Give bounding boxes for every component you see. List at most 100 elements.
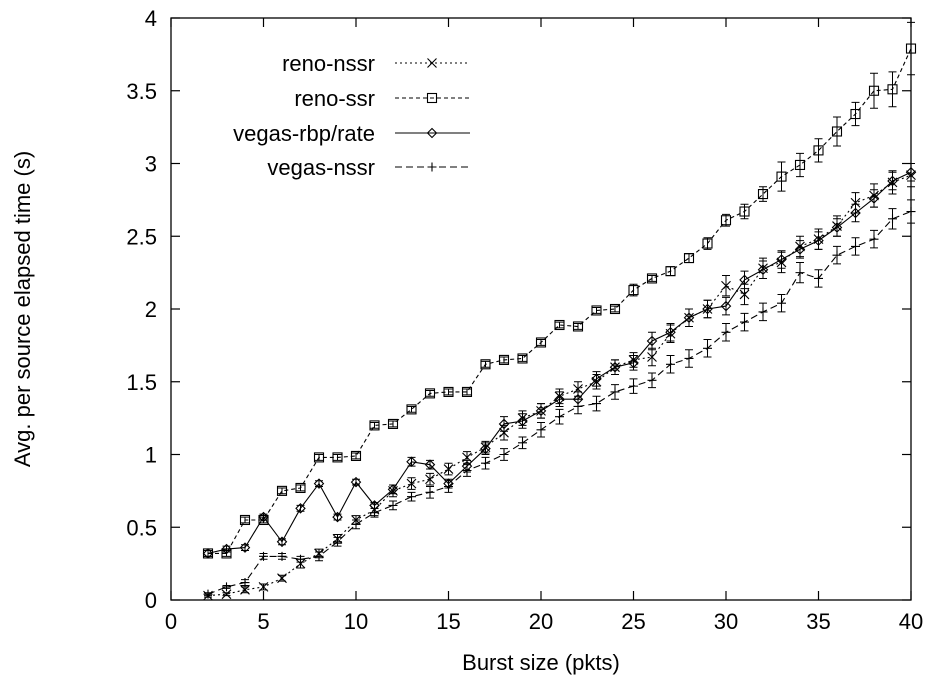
error-bar [666,266,675,277]
data-point [739,274,750,286]
x-tick-label: 15 [436,609,460,634]
error-bar [555,321,564,329]
data-point [647,375,657,385]
data-point [499,450,509,459]
data-point [776,254,787,265]
y-tick-label: 1.5 [126,370,157,395]
data-point [684,353,694,363]
series-vegas-nssr [203,199,916,599]
error-bar [888,171,897,191]
data-point [350,450,362,462]
error-bar [592,307,601,314]
plot-frame [170,17,912,601]
error-bar [241,544,249,552]
data-point [702,303,713,315]
data-point [480,443,491,454]
y-tick-label: 3.5 [126,79,157,104]
data-point [239,542,251,553]
error-bar [722,296,730,316]
data-point [831,126,843,137]
error-bar [740,203,749,220]
data-point [425,474,435,485]
y-axis-title: Avg. per source elapsed time (s) [10,151,35,467]
error-bar [666,323,675,342]
data-point [721,327,731,337]
data-point [369,420,380,431]
data-point [258,582,269,592]
y-tick-label: 0.5 [126,515,157,540]
data-point [757,189,769,200]
error-bar [907,163,915,182]
legend-label: reno-nssr [282,51,375,76]
error-bar [463,388,471,396]
data-point [906,207,916,217]
y-tick-label: 1 [145,443,157,468]
data-point [869,234,879,244]
data-point [609,361,621,373]
data-point [202,548,214,559]
data-point [831,222,843,233]
error-bar [777,250,786,269]
data-point [610,387,620,397]
data-point [259,551,268,561]
data-point [629,381,638,391]
y-axis-ticks: 0 0.5 1 1.5 2 2.5 3 3.5 4 [126,6,911,613]
data-point [887,175,898,187]
data-point [702,238,713,249]
data-point [333,537,342,547]
data-point [794,159,806,171]
data-point [721,280,731,291]
data-point [203,589,213,599]
error-bar [796,152,804,178]
data-point [517,415,528,427]
data-point [535,405,547,417]
data-point [850,207,861,219]
data-point [425,487,435,497]
data-point [777,298,786,308]
data-point [591,305,602,316]
data-point [444,482,453,492]
data-point [332,452,343,463]
x-tick-label: 40 [899,609,923,634]
error-bar [278,538,286,546]
y-tick-label: 4 [145,6,157,31]
error-bar [814,231,823,250]
data-point [351,519,361,529]
data-point [535,337,547,348]
error-bar [648,331,656,351]
error-bar [352,478,360,486]
data-point [240,584,250,595]
legend-label: reno-ssr [294,86,375,111]
y-tick-label: 2.5 [126,224,157,249]
legend-label: vegas-nssr [267,155,375,180]
error-bar [870,189,878,208]
data-point [554,393,565,405]
data-point [647,352,657,362]
data-point [427,58,437,68]
error-bar [814,138,823,163]
error-bar [389,420,397,428]
data-point [276,485,288,496]
error-bar [315,480,323,488]
y-tick-label: 3 [145,152,157,177]
data-point [295,503,306,514]
data-point [462,466,472,476]
series-line [207,174,912,597]
data-point [554,319,565,331]
y-tick-label: 2 [145,297,157,322]
data-point [813,145,824,156]
data-point [443,464,454,474]
data-point [370,508,379,518]
error-bar [703,237,712,250]
data-point [426,127,438,139]
data-point [814,273,823,283]
error-bar [426,389,434,397]
data-point [426,92,438,104]
data-point [555,412,564,422]
data-point [536,425,546,435]
data-point [739,289,750,300]
data-point [888,214,897,224]
error-bar [370,421,379,429]
legend: reno-nssr reno-ssr vegas-rbp/rate vegas-nss… [233,51,470,180]
series-reno-ssr [202,21,917,559]
